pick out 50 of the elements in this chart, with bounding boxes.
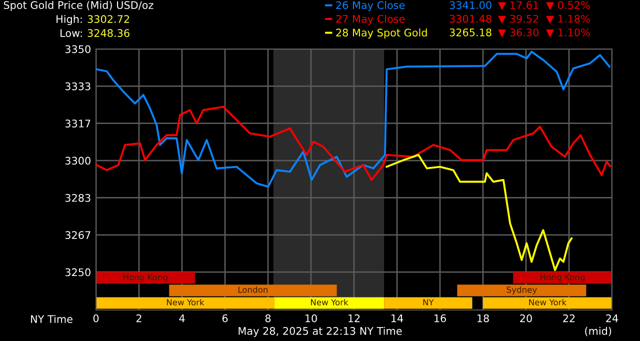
x-tick-label: 16: [434, 314, 446, 322]
line-series: [96, 106, 612, 181]
band-label: Hong Kong: [540, 274, 584, 282]
band-label: New York: [166, 298, 204, 306]
line-series: [386, 154, 573, 272]
text: 3301.48: [450, 14, 492, 23]
text: (mid): [585, 326, 612, 336]
text: 3302.72: [88, 15, 130, 24]
band-label: NY: [423, 299, 434, 306]
x-tick-label: 14: [392, 314, 404, 322]
text: ▼ 0.52%: [546, 1, 590, 10]
band-label: London: [238, 286, 268, 293]
chart-title: Spot Gold Price (Mid) USD/oz: [4, 0, 154, 12]
x-tick-label: 12: [348, 314, 360, 322]
text: Low:: [60, 29, 82, 38]
y-tick-label: 3300: [65, 156, 90, 165]
text: ▼ 17.61: [498, 1, 538, 10]
x-tick-label: 20: [520, 314, 532, 322]
y-tick-label: 3350: [65, 45, 90, 54]
x-tick-label: 18: [478, 314, 489, 322]
x-tick-label: 22: [563, 314, 575, 322]
legend-label: 27 May Close: [336, 14, 405, 25]
text: ▼ 1.18%: [546, 14, 590, 24]
x-tick-label: 24: [606, 314, 618, 322]
y-tick-label: 3250: [65, 268, 90, 276]
legend-label: 28 May Spot Gold: [336, 28, 427, 39]
x-tick-label: 0: [93, 314, 99, 322]
y-tick-label: 3267: [65, 231, 90, 239]
y-tick-label: 3333: [65, 82, 90, 90]
x-axis-title: NY Time: [31, 314, 72, 324]
text: High:: [56, 14, 82, 26]
x-tick-label: 10: [306, 314, 317, 322]
y-tick-label: 3317: [65, 120, 90, 128]
x-tick-label: 8: [265, 314, 271, 322]
x-tick-label: 2: [136, 314, 142, 322]
band-label: New York: [311, 298, 348, 306]
band-label: Hong Kong: [124, 274, 168, 282]
text: ▼ 39.52: [498, 14, 538, 24]
text: ▼ 1.10%: [546, 28, 590, 38]
x-tick-label: 4: [179, 314, 185, 322]
text: ▼ 36.30: [498, 28, 538, 38]
text: 3341.00: [450, 1, 492, 10]
text: May 28, 2025 at 22:13 NY Time: [238, 326, 402, 337]
y-tick-label: 3283: [65, 194, 90, 202]
band-label: Sydney: [506, 286, 537, 294]
x-tick-label: 6: [222, 314, 228, 322]
legend-label: 26 May Close: [336, 1, 405, 12]
band-label: New York: [529, 298, 567, 306]
text: 3248.36: [88, 29, 130, 38]
text: 3265.18: [450, 28, 492, 36]
